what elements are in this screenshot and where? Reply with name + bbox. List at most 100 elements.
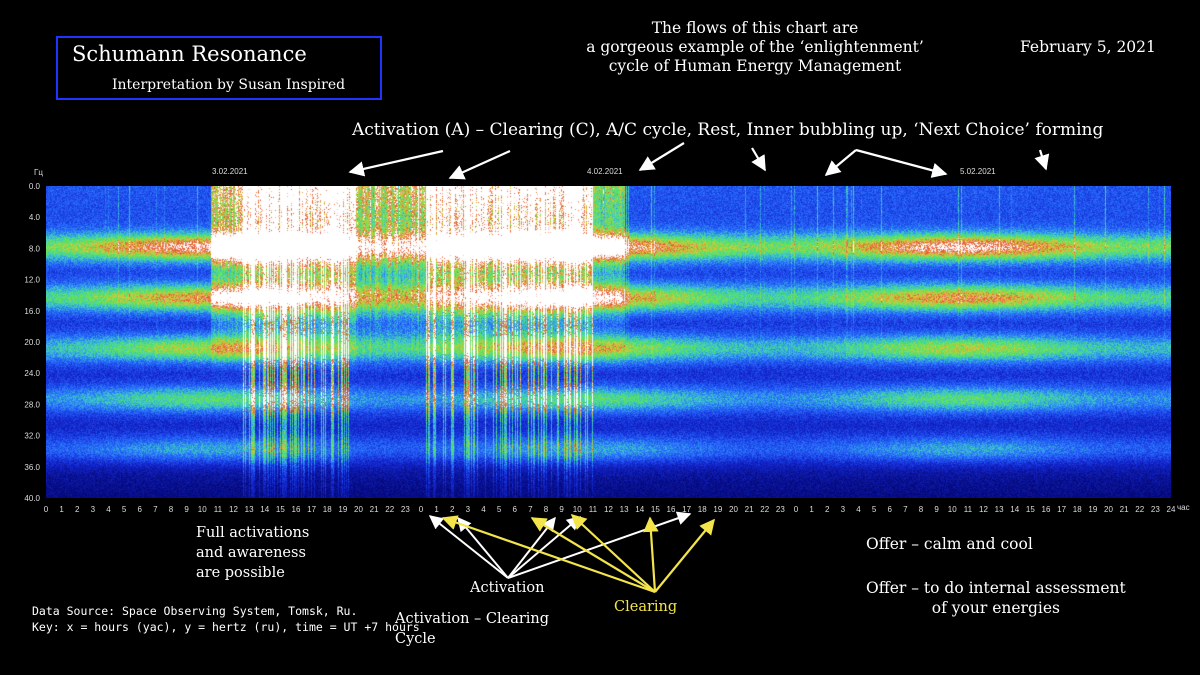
x-tick-label: 8 bbox=[544, 505, 549, 514]
arrow bbox=[643, 516, 659, 593]
x-axis-label: час bbox=[1177, 503, 1190, 512]
x-tick-label: 4 bbox=[481, 505, 486, 514]
arrow bbox=[751, 147, 766, 172]
x-tick-label: 5 bbox=[497, 505, 502, 514]
phase-banner: Activation (A) – Clearing (C), A/C cycle… bbox=[352, 120, 1104, 140]
chart-subtitle: Interpretation by Susan Inspired bbox=[112, 77, 346, 93]
x-tick-label: 16 bbox=[667, 505, 676, 514]
x-tick-label: 1 bbox=[434, 505, 439, 514]
x-tick-label: 12 bbox=[229, 505, 238, 514]
y-tick-label: 8.0 bbox=[29, 244, 41, 253]
intro-note: The flows of this chart are a gorgeous e… bbox=[535, 19, 975, 76]
x-tick-label: 8 bbox=[919, 505, 924, 514]
x-tick-label: 10 bbox=[573, 505, 582, 514]
ac-cycle-label: Activation – Clearing Cycle bbox=[395, 609, 549, 649]
arrow bbox=[507, 511, 692, 579]
x-tick-labels: 0 1 2 3 4 5 6 7 8 9 10 11 12 13 14 15 16 17 18 19 20 21 22 23 0 1… bbox=[44, 505, 1176, 514]
activation-label: Activation bbox=[470, 580, 545, 596]
arrow bbox=[448, 149, 511, 180]
spectrogram-heatmap bbox=[46, 186, 1171, 498]
y-axis-label: Гц bbox=[34, 168, 43, 177]
x-tick-label: 2 bbox=[825, 505, 830, 514]
y-tick-label: 0.0 bbox=[29, 182, 41, 191]
offer-calm: Offer – calm and cool bbox=[866, 535, 1033, 553]
x-tick-label: 9 bbox=[934, 505, 939, 514]
header-date: February 5, 2021 bbox=[1020, 38, 1156, 56]
x-tick-label: 6 bbox=[888, 505, 893, 514]
clearing-label: Clearing bbox=[614, 599, 678, 615]
x-tick-label: 1 bbox=[809, 505, 814, 514]
x-tick-label: 21 bbox=[745, 505, 754, 514]
y-tick-label: 12.0 bbox=[24, 276, 40, 285]
x-tick-label: 15 bbox=[1026, 505, 1035, 514]
x-tick-label: 11 bbox=[589, 505, 598, 514]
x-tick-label: 18 bbox=[698, 505, 707, 514]
note-line: Key: x = hours (yac), y = hertz (ru), ti… bbox=[32, 620, 420, 634]
x-tick-label: 3 bbox=[841, 505, 846, 514]
x-tick-label: 21 bbox=[370, 505, 379, 514]
x-tick-label: 0 bbox=[419, 505, 424, 514]
x-tick-label: 3 bbox=[466, 505, 471, 514]
arrow bbox=[457, 516, 509, 579]
x-tick-label: 4 bbox=[856, 505, 861, 514]
date-label: 4.02.2021 bbox=[587, 167, 623, 176]
arrow bbox=[507, 516, 582, 579]
x-tick-label: 5 bbox=[872, 505, 877, 514]
x-tick-label: 13 bbox=[245, 505, 254, 514]
arrow bbox=[348, 149, 444, 177]
x-tick-label: 10 bbox=[198, 505, 207, 514]
x-tick-label: 20 bbox=[729, 505, 738, 514]
intro-note-line: a gorgeous example of the ‘enlightenment… bbox=[586, 38, 924, 56]
note-line: Activation – Clearing bbox=[395, 611, 550, 627]
x-tick-label: 0 bbox=[794, 505, 799, 514]
x-tick-label: 18 bbox=[323, 505, 332, 514]
x-tick-label: 17 bbox=[307, 505, 316, 514]
x-tick-label: 20 bbox=[354, 505, 363, 514]
x-tick-label: 14 bbox=[260, 505, 269, 514]
x-tick-label: 17 bbox=[1057, 505, 1066, 514]
arrow bbox=[570, 513, 656, 593]
chart-title: Schumann Resonance bbox=[72, 42, 307, 66]
x-tick-label: 9 bbox=[184, 505, 189, 514]
x-tick-label: 14 bbox=[1010, 505, 1019, 514]
x-tick-label: 19 bbox=[1088, 505, 1097, 514]
x-tick-label: 23 bbox=[1151, 505, 1160, 514]
x-tick-label: 18 bbox=[1073, 505, 1082, 514]
x-tick-label: 22 bbox=[760, 505, 769, 514]
x-tick-label: 2 bbox=[450, 505, 455, 514]
y-tick-label: 16.0 bbox=[24, 307, 40, 316]
arrow bbox=[530, 517, 656, 593]
arrow bbox=[855, 148, 948, 178]
note-line: of your energies bbox=[931, 599, 1060, 617]
x-tick-label: 4 bbox=[106, 505, 111, 514]
x-tick-label: 11 bbox=[214, 505, 223, 514]
x-tick-label: 3 bbox=[91, 505, 96, 514]
arrow bbox=[441, 515, 656, 594]
x-tick-label: 15 bbox=[651, 505, 660, 514]
x-tick-label: 21 bbox=[1120, 505, 1129, 514]
x-tick-label: 11 bbox=[964, 505, 973, 514]
x-tick-label: 6 bbox=[513, 505, 518, 514]
arrow bbox=[824, 149, 857, 176]
arrow bbox=[654, 518, 715, 593]
y-tick-label: 24.0 bbox=[24, 369, 40, 378]
banner-arrows bbox=[348, 142, 1050, 180]
data-source-note: Data Source: Space Observing System, Tom… bbox=[32, 603, 420, 635]
x-tick-label: 6 bbox=[138, 505, 143, 514]
arrow bbox=[638, 142, 685, 171]
intro-note-line: cycle of Human Energy Management bbox=[608, 57, 902, 75]
note-line: Cycle bbox=[395, 631, 436, 647]
x-tick-label: 14 bbox=[635, 505, 644, 514]
note-line: and awareness bbox=[196, 545, 306, 561]
intro-note-line: The flows of this chart are bbox=[651, 19, 859, 37]
x-tick-label: 24 bbox=[1167, 505, 1176, 514]
x-tick-label: 12 bbox=[604, 505, 613, 514]
x-tick-label: 22 bbox=[1135, 505, 1144, 514]
x-tick-label: 7 bbox=[903, 505, 908, 514]
x-tick-label: 7 bbox=[528, 505, 533, 514]
clearing-arrows bbox=[441, 513, 715, 594]
x-tick-label: 15 bbox=[276, 505, 285, 514]
x-tick-label: 5 bbox=[122, 505, 127, 514]
date-label: 5.02.2021 bbox=[960, 167, 996, 176]
